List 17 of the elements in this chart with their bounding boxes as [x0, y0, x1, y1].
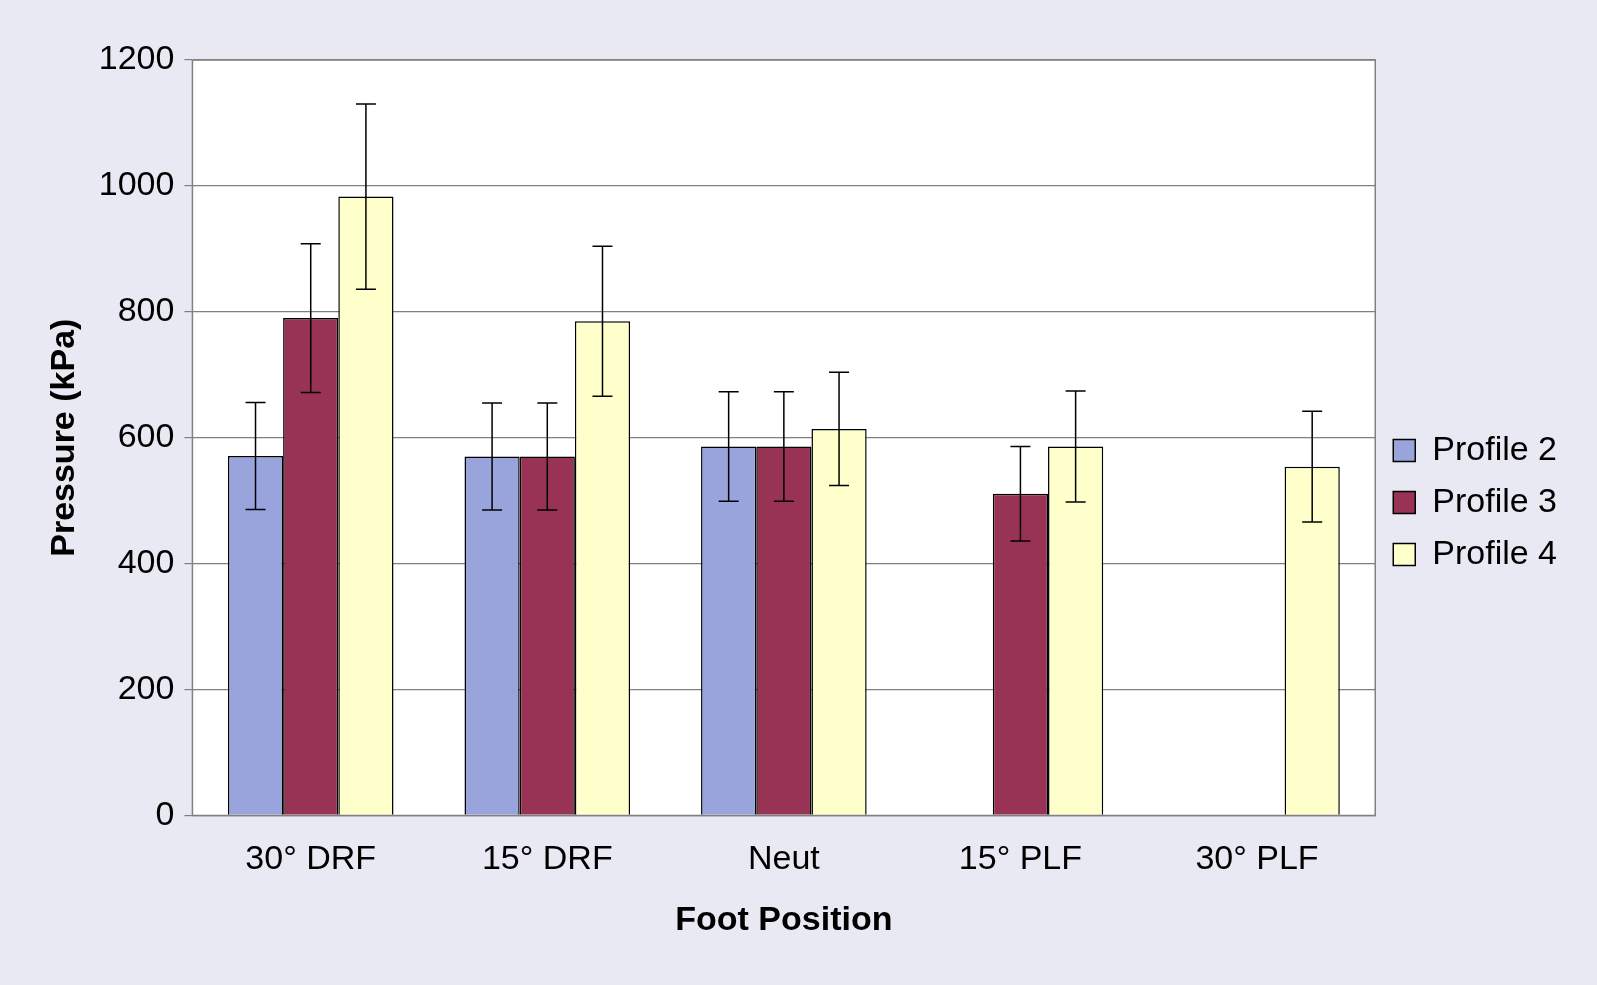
x-tick-label: Neut	[747, 838, 821, 877]
y-tick-label: 0	[155, 793, 175, 832]
x-tick-label: 30° PLF	[1195, 838, 1319, 877]
legend-label: Profile 2	[1432, 428, 1558, 467]
x-tick-label: 15° DRF	[481, 838, 613, 877]
legend-label: Profile 3	[1432, 480, 1558, 519]
y-tick-label: 600	[117, 416, 175, 455]
y-axis-title: Pressure (kPa)	[42, 318, 81, 557]
y-tick-label: 400	[117, 541, 175, 580]
x-axis-title: Foot Position	[675, 898, 893, 937]
y-tick-label: 800	[117, 290, 175, 329]
x-tick-label: 15° PLF	[958, 838, 1083, 877]
x-tick-label: 30° DRF	[245, 838, 377, 877]
legend-label: Profile 4	[1432, 532, 1558, 571]
y-tick-label: 200	[117, 667, 175, 706]
y-tick-label: 1200	[98, 38, 175, 77]
y-tick-label: 1000	[98, 164, 175, 203]
